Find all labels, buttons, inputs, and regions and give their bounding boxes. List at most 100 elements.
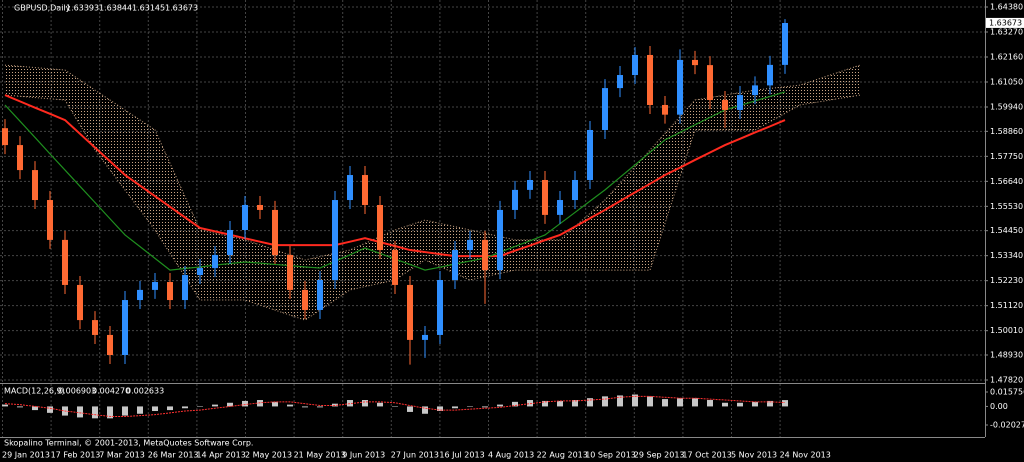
candle-body	[587, 129, 593, 180]
cloud-upper	[4, 64, 861, 261]
candle-body	[557, 200, 563, 215]
macd-bar	[677, 398, 683, 407]
macd-bar	[167, 406, 173, 411]
candle-body	[692, 59, 698, 66]
macd-bar	[392, 406, 398, 407]
y-tick-label: 1.54450	[990, 226, 1023, 235]
cloud-lower	[4, 94, 861, 321]
candle-body	[632, 54, 638, 76]
candle-body	[467, 239, 473, 251]
y-tick-label: 1.62160	[990, 53, 1023, 62]
macd-bar	[542, 400, 548, 407]
candle-body	[482, 239, 488, 271]
candle-body	[197, 268, 203, 276]
symbol: GBPUSD,Daily	[14, 4, 71, 13]
macd-bar	[752, 401, 758, 407]
x-tick-label: 21 May 2013	[294, 451, 346, 460]
macd-bar	[92, 406, 98, 419]
macd-bar	[617, 395, 623, 407]
x-tick-label: 26 Mar 2013	[148, 451, 199, 460]
candle-body	[287, 254, 293, 290]
macd-readout: 0.004270	[92, 387, 130, 396]
candle-body	[782, 22, 788, 65]
macd-bar	[182, 406, 188, 409]
cloud-fill	[5, 65, 860, 321]
candle-body	[92, 320, 98, 335]
macd-bar	[377, 402, 383, 407]
candle-body	[62, 239, 68, 285]
macd-bar	[782, 400, 788, 407]
candle-body	[542, 179, 548, 215]
candle-body	[77, 284, 83, 321]
candle-body	[122, 300, 128, 355]
candle-body	[47, 200, 53, 240]
candle-body	[317, 279, 323, 310]
macd-bar	[572, 400, 578, 407]
candle-body	[302, 289, 308, 310]
macd-bar	[722, 402, 728, 407]
candle-body	[512, 189, 518, 210]
macd-bar	[692, 398, 698, 407]
candle-body	[602, 88, 608, 130]
x-tick-label: 17 Oct 2013	[682, 451, 731, 460]
candle-body	[17, 145, 23, 171]
candle-body	[2, 128, 8, 146]
macd-bar	[767, 400, 773, 407]
last-price-label: 1.63673	[989, 18, 1022, 27]
macd-bar	[347, 400, 353, 407]
macd-bar	[137, 406, 143, 414]
candle-body	[377, 204, 383, 251]
candle-body	[107, 334, 113, 355]
macd-bar	[587, 398, 593, 407]
macd-bar	[497, 404, 503, 407]
macd-bar	[2, 404, 8, 407]
y-tick-label: 1.53340	[990, 251, 1023, 260]
x-tick-label: 29 Sep 2013	[634, 451, 685, 460]
y-tick-label: 1.52230	[990, 276, 1023, 285]
macd-bar	[602, 396, 608, 407]
footer: Skopalino Terminal, © 2001-2013, MetaQuo…	[4, 439, 253, 448]
candle-body	[572, 179, 578, 201]
macd-bar	[647, 396, 653, 407]
y-tick-label: 0.015756	[990, 388, 1024, 397]
macd-readout: 0.002633	[126, 387, 164, 396]
candle-body	[662, 104, 668, 115]
y-tick-label: 1.57750	[990, 152, 1023, 161]
x-tick-label: 27 Jun 2013	[391, 451, 439, 460]
macd-bar	[32, 406, 38, 411]
candle-body	[257, 204, 263, 210]
macd-bar	[632, 394, 638, 407]
candle-body	[737, 95, 743, 110]
x-tick-label: 16 Jul 2013	[439, 451, 484, 460]
candle-body	[272, 209, 278, 255]
macd-bar	[47, 406, 53, 413]
macd-bar	[197, 406, 203, 407]
macd-bar	[437, 406, 443, 412]
candle-body	[752, 85, 758, 96]
header-open: 1.63393	[66, 4, 99, 13]
macd-bar	[227, 402, 233, 407]
candle-body	[182, 275, 188, 301]
header-close: 1.63673	[165, 4, 198, 13]
candle-body	[437, 279, 443, 335]
last-price-box	[986, 17, 1024, 28]
candle-body	[227, 229, 233, 255]
y-tick-label: 1.48930	[990, 350, 1023, 359]
candle-body	[32, 170, 38, 201]
macd-bar	[482, 406, 488, 408]
candle-body	[392, 250, 398, 285]
macd-bar	[362, 400, 368, 407]
candle-body	[647, 54, 653, 105]
macd-bar	[17, 406, 23, 408]
candle-body	[242, 204, 248, 230]
macd-bar	[242, 400, 248, 407]
y-tick-label: 1.50010	[990, 326, 1023, 335]
x-tick-label: 24 Nov 2013	[780, 451, 831, 460]
macd-bar	[77, 406, 83, 418]
candle-body	[707, 65, 713, 101]
x-tick-label: 9 Jun 2013	[342, 451, 385, 460]
macd-bar	[287, 404, 293, 407]
x-tick-label: 22 Aug 2013	[537, 451, 588, 460]
macd-bar	[122, 406, 128, 416]
